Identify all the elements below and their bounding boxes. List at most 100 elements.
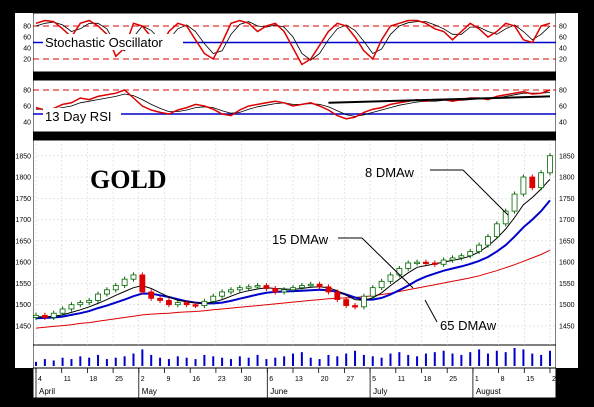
price-left-tick: 1500 (15, 302, 31, 309)
volume-bar (442, 350, 445, 366)
volume-bar (407, 354, 410, 366)
x-tick-label: 30 (244, 376, 252, 383)
price-candle (219, 291, 226, 297)
price-right-tick: 1550 (559, 281, 575, 288)
price-candle (414, 261, 420, 265)
volume-bar (283, 356, 286, 366)
volume-bar (300, 352, 303, 366)
price-candle (254, 285, 261, 288)
volume-bar (549, 350, 551, 366)
price-candle (192, 304, 199, 307)
month-label: April (39, 387, 55, 396)
volume-bar (194, 359, 197, 366)
volume-bar (256, 354, 259, 366)
volume-bar (327, 354, 330, 366)
stochastic-right-tick: 80 (559, 24, 567, 31)
volume-bar (229, 359, 232, 366)
price-candle (440, 259, 447, 265)
volume-bar (371, 356, 374, 366)
volume-bar (345, 353, 348, 366)
price-candle (502, 210, 509, 225)
price-candle (467, 251, 474, 257)
rsi-right-tick: 60 (559, 104, 567, 111)
volume-bar (424, 353, 427, 366)
price-right-tick: 1500 (559, 302, 575, 309)
price-candle (112, 285, 119, 291)
volume-bar (433, 352, 436, 366)
price-left-tick: 1650 (15, 238, 31, 245)
volume-bar (141, 349, 144, 366)
price-candle (86, 300, 93, 303)
volume-bar (354, 350, 357, 366)
x-tick-label: 5 (372, 376, 376, 383)
x-tick-label: 16 (192, 376, 200, 383)
annotation-65dma: 65 DMAw (440, 318, 497, 333)
volume-bar (469, 352, 472, 366)
annotation-15dma-pointer-diag (361, 237, 414, 289)
volume-bar (504, 352, 507, 366)
volume-bar (478, 349, 481, 366)
price-candle (77, 302, 84, 306)
price-candle (41, 314, 48, 318)
rsi-left-tick: 60 (23, 104, 31, 111)
price-left-tick: 1800 (15, 175, 31, 182)
volume-bar (212, 356, 215, 366)
price-candle (68, 304, 75, 310)
price-candle (236, 287, 243, 291)
x-tick-label: 11 (398, 376, 405, 383)
stochastic-label: Stochastic Oscillator (45, 35, 163, 50)
volume-bar (203, 354, 206, 366)
volume-bar (52, 360, 55, 366)
price-candle (245, 286, 252, 289)
price-candle (298, 285, 305, 289)
volume-bar (522, 349, 525, 366)
price-candle (281, 289, 288, 293)
x-tick-label: 18 (89, 376, 97, 383)
price-candle (59, 308, 66, 314)
price-candle (103, 289, 110, 295)
price-right-tick: 1850 (559, 153, 575, 160)
volume-bar (362, 354, 365, 366)
price-candle (352, 305, 358, 308)
price-candle (183, 302, 190, 306)
volume-bar (221, 357, 224, 366)
month-label: August (476, 387, 502, 396)
rsi-left-tick: 80 (23, 88, 31, 95)
price-candle (476, 244, 483, 252)
price-candle (325, 286, 332, 293)
volume-bar (265, 359, 268, 366)
volume-bar (35, 361, 37, 366)
price-right-tick: 1450 (559, 323, 575, 330)
stochastic-left-tick: 80 (23, 24, 31, 31)
price-candle (307, 283, 314, 287)
volume-bar (531, 353, 534, 366)
volume-bar (150, 354, 153, 366)
chart-title: GOLD (90, 165, 167, 194)
volume-bar (318, 359, 321, 366)
price-candle (387, 274, 394, 282)
stochastic-left-tick: 40 (23, 46, 31, 53)
x-tick-label: 18 (424, 376, 432, 383)
volume-bar (460, 354, 463, 366)
price-candle (201, 300, 208, 306)
price-right-tick: 1700 (559, 217, 575, 224)
x-tick-label: 2 (141, 376, 145, 383)
annotation-65dma-pointer (424, 299, 438, 323)
rsi-left-tick: 40 (23, 120, 31, 127)
volume-bar (88, 357, 91, 366)
rsi-signal-line (36, 92, 551, 117)
volume-bar (292, 353, 294, 366)
price-candle (334, 291, 341, 300)
volume-bar (70, 359, 73, 366)
volume-bar (238, 356, 241, 366)
price-right-tick: 1750 (559, 196, 575, 203)
price-candle (529, 176, 536, 189)
price-left-tick: 1600 (15, 260, 31, 267)
price-left-tick: 1700 (15, 217, 31, 224)
volume-bar (132, 353, 135, 366)
month-label: May (142, 387, 157, 396)
annotation-8dma: 8 DMAw (365, 165, 414, 180)
price-candle (272, 288, 279, 293)
